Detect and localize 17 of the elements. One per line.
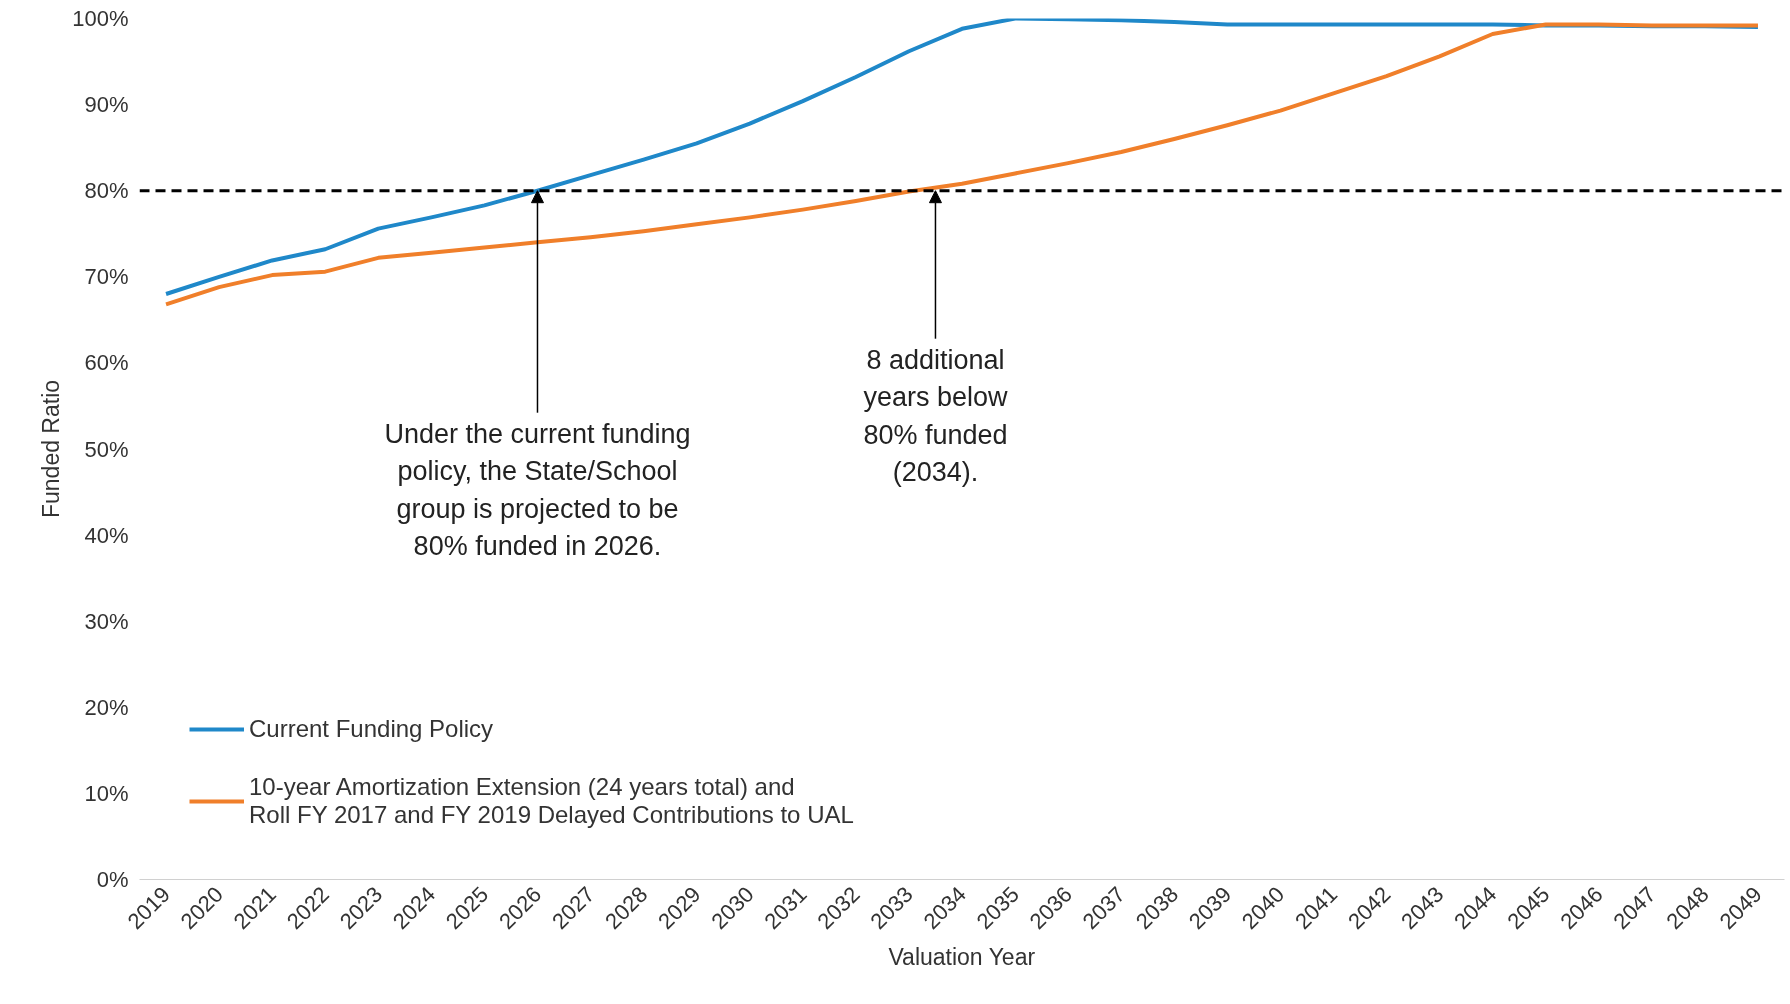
y-axis-title: Funded Ratio xyxy=(38,379,65,519)
y-tick-label: 40% xyxy=(84,522,129,548)
y-tick-label: 50% xyxy=(84,436,129,462)
y-tick-label: 20% xyxy=(84,694,129,720)
annotation: Under the current funding policy, the State/School group is projected to be 80% funded in 2026. xyxy=(384,418,691,562)
y-tick-label: 60% xyxy=(84,350,129,376)
legend-label: Current Funding Policy xyxy=(249,715,494,743)
y-tick-label: 70% xyxy=(84,264,129,290)
x-axis-title: Valuation Year xyxy=(888,943,1036,970)
y-tick-label: 10% xyxy=(84,780,129,806)
y-tick-label: 0% xyxy=(96,867,129,892)
y-tick-label: 100% xyxy=(72,6,129,31)
y-tick-label: 30% xyxy=(84,608,129,634)
legend-label: 10-year Amortization Extension (24 years total) and Roll FY 2017 and FY 2019 Delayed Contributions to UAL xyxy=(249,773,854,829)
y-tick-label: 80% xyxy=(84,178,129,204)
annotation: 8 additional years below 80% funded (2034). xyxy=(863,344,1008,488)
y-tick-label: 90% xyxy=(84,92,129,118)
